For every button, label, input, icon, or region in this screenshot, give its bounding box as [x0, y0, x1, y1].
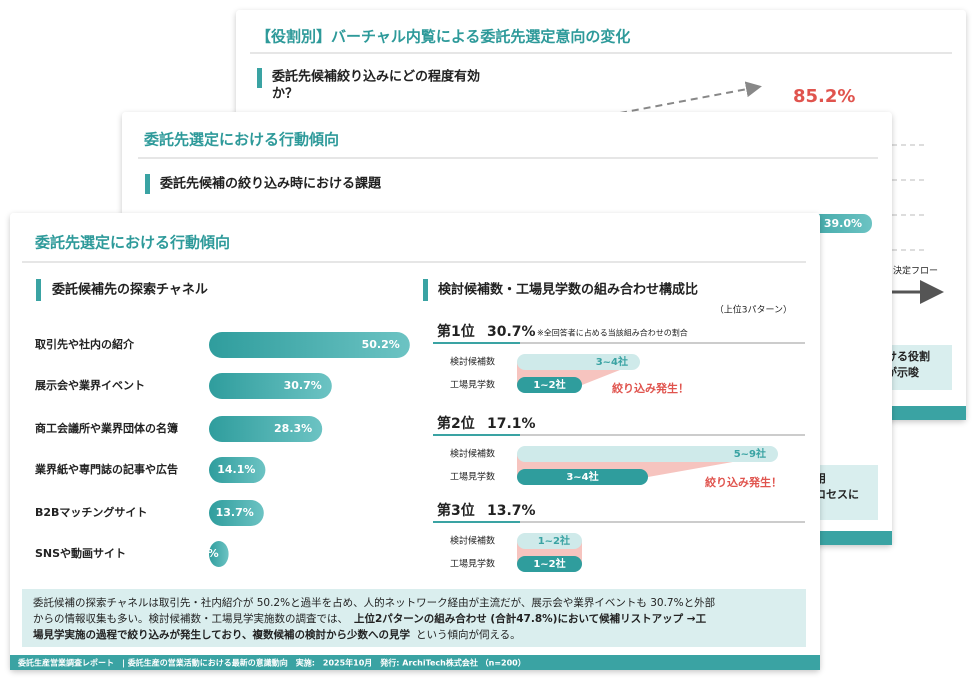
subheading: 委託先候補絞り込みにどの程度有効	[271, 69, 480, 85]
value-label: 85.2%	[793, 86, 855, 107]
channel-label: 商工会議所や業界団体の名簿	[35, 421, 178, 435]
channel-label: B2Bマッチングサイト	[35, 505, 147, 519]
bar	[209, 541, 229, 567]
subheading: 委託先候補の絞り込み時における課題	[159, 176, 382, 192]
marker	[145, 174, 150, 194]
summary-text: という傾向が伺える。	[416, 628, 521, 641]
summary-line: からの情報収集も多い。検討候補数・工場見学実施数の調査では、 上位2パターンの組み…	[33, 612, 707, 625]
row-label: 工場見学数	[450, 379, 495, 391]
visits-bar	[517, 469, 648, 485]
share: 13.7%	[487, 503, 536, 519]
candidates-bar	[517, 533, 582, 549]
row-label: 検討候補数	[450, 535, 495, 547]
row-label: 工場見学数	[450, 558, 495, 570]
channel-label: 展示会や業界イベント	[34, 378, 145, 392]
box-text: が示唆	[886, 365, 920, 379]
marker	[257, 68, 262, 88]
share-note: ※全回答者に占める当該組み合わせの割合	[537, 328, 688, 338]
note: （上位3パターン）	[715, 304, 792, 316]
marker	[36, 279, 41, 301]
rank: 第2位	[437, 415, 475, 432]
visits-bar	[517, 556, 582, 572]
visits-bar	[517, 377, 582, 393]
share: 30.7%	[487, 324, 536, 340]
summary-box	[22, 589, 806, 647]
subheading: 検討候補数・工場見学数の組み合わせ構成比	[438, 282, 698, 298]
value-label: 30.7%	[284, 379, 322, 392]
box-text: ロセスに	[815, 488, 859, 501]
rank: 第3位	[437, 502, 475, 519]
candidates: 5~9社	[734, 447, 766, 460]
channel-label: 取引先や社内の紹介	[35, 337, 135, 351]
footer: 委託生産営業調査レポート | 委託生産の営業活動における最新の意識動向 実施: …	[17, 658, 526, 668]
callout: 絞り込み発生！	[705, 475, 782, 489]
slide-1: 委託生産営業調査レポート | 委託生産の営業活動における最新の意識動向 実施: …	[10, 213, 820, 670]
footer-bar	[10, 655, 820, 670]
title: 委託先選定における行動傾向	[144, 131, 339, 149]
row-label: 検討候補数	[450, 448, 495, 460]
summary-text: からの情報収集も多い。検討候補数・工場見学実施数の調査では、	[33, 612, 348, 625]
visits: 1~2社	[533, 557, 565, 570]
channel-label: SNSや動画サイト	[35, 546, 126, 560]
value-label: 28.3%	[274, 422, 312, 435]
title: 委託先選定における行動傾向	[35, 234, 230, 252]
bar	[209, 332, 410, 358]
channel-label: 業界紙や専門誌の記事や広告	[34, 462, 178, 476]
title: 【役割別】バーチャル内覧による委託先選定意向の変化	[256, 28, 630, 46]
summary-text: 委託候補の探索チャネルは取引先・社内紹介が 50.2%と過半を占め、人的ネットワ…	[33, 596, 715, 609]
value-label: 50.2%	[362, 338, 400, 351]
summary-text: 上位2パターンの組み合わせ (合計47.8%)において候補リストアップ →工	[354, 612, 707, 625]
summary-line: 委託候補の探索チャネルは取引先・社内紹介が 50.2%と過半を占め、人的ネットワ…	[33, 596, 715, 609]
subheading: 委託候補先の探索チャネル	[51, 282, 208, 298]
candidates: 3~4社	[596, 355, 628, 368]
value-label: 14.1%	[217, 463, 255, 476]
value-label: 4.9%	[188, 547, 219, 560]
summary-text: 場見学実施の過程で絞り込みが発生しており、複数候補の検討から少数への見学	[33, 628, 410, 641]
subheading: か？	[272, 87, 298, 102]
visits: 1~2社	[533, 378, 565, 391]
dashed-lines	[892, 144, 925, 251]
row-label: 検討候補数	[450, 356, 495, 368]
bar	[209, 500, 264, 526]
candidates-bar	[517, 446, 778, 462]
bar	[209, 373, 332, 399]
visits: 3~4社	[566, 470, 598, 483]
box-text: 用	[815, 472, 826, 485]
rank: 第1位	[437, 323, 475, 340]
candidates-bar	[517, 354, 640, 370]
share: 17.1%	[487, 416, 536, 432]
bar	[209, 457, 266, 483]
box-text: ける役割	[886, 349, 930, 363]
marker	[423, 279, 428, 301]
callout: 絞り込み発生！	[612, 381, 689, 395]
value-label: 13.7%	[216, 506, 254, 519]
value-label: 39.0%	[824, 217, 862, 230]
row-label: 工場見学数	[450, 471, 495, 483]
flow-label: 決定フロー	[893, 265, 938, 277]
candidates: 1~2社	[538, 534, 570, 547]
bar	[209, 416, 323, 442]
summary-line: 場見学実施の過程で絞り込みが発生しており、複数候補の検討から少数への見学 という傾…	[33, 628, 521, 641]
